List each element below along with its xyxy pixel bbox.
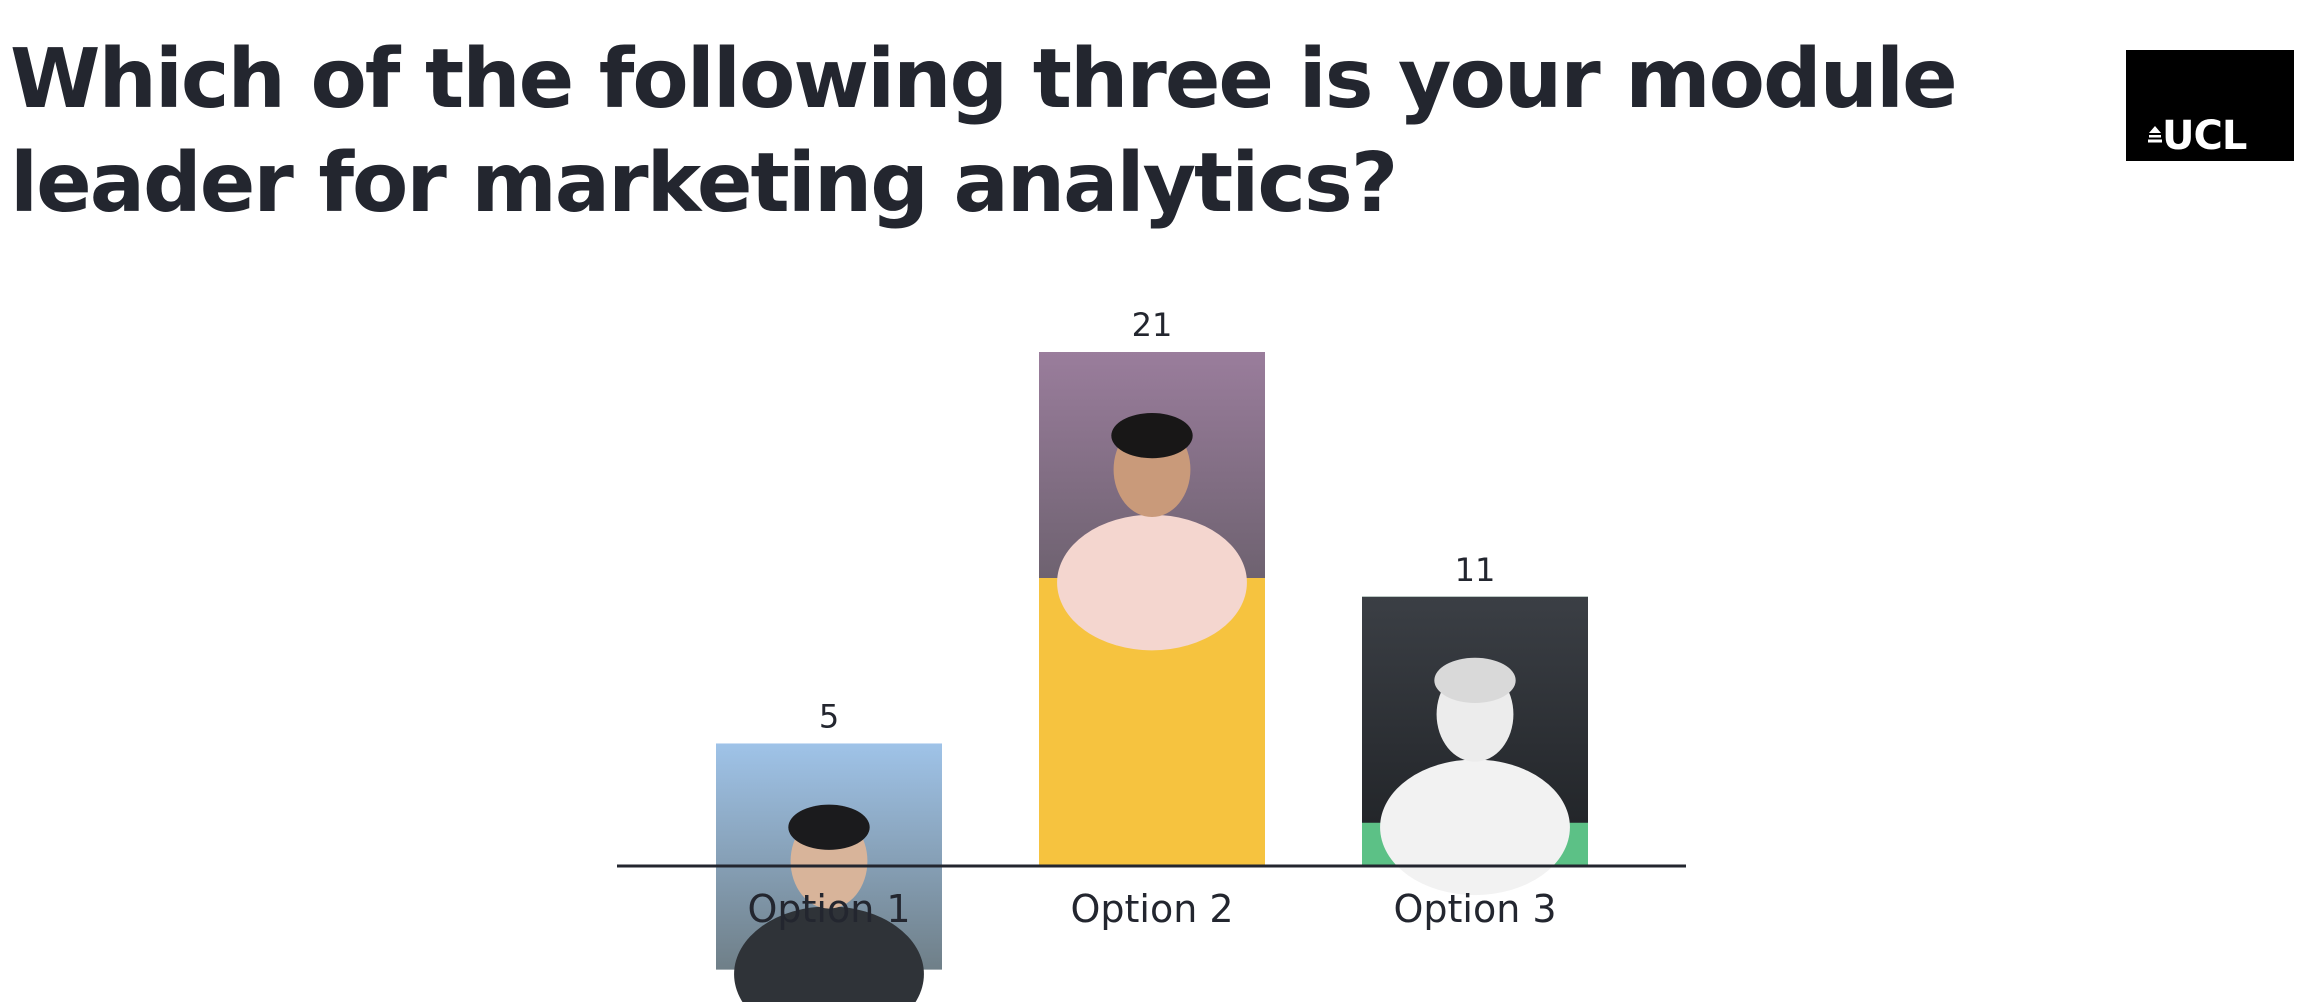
option-3-photo	[1362, 596, 1588, 896]
tick-label-option-1: Option 1	[747, 887, 910, 931]
ucl-crest-icon	[2148, 126, 2162, 143]
data-label-option-1: 5	[819, 698, 839, 736]
option-1-photo	[716, 743, 942, 1002]
tick-label-option-3: Option 3	[1393, 887, 1556, 931]
ucl-logo-text: UCL	[2162, 113, 2247, 159]
question-title: Which of the following three is your mod…	[10, 32, 1958, 231]
data-label-option-3: 11	[1455, 551, 1496, 589]
option-2-photo	[1039, 352, 1265, 651]
tick-label-option-2: Option 2	[1070, 887, 1233, 931]
data-label-option-2: 21	[1132, 306, 1173, 344]
ucl-logo: UCL	[2126, 50, 2294, 161]
